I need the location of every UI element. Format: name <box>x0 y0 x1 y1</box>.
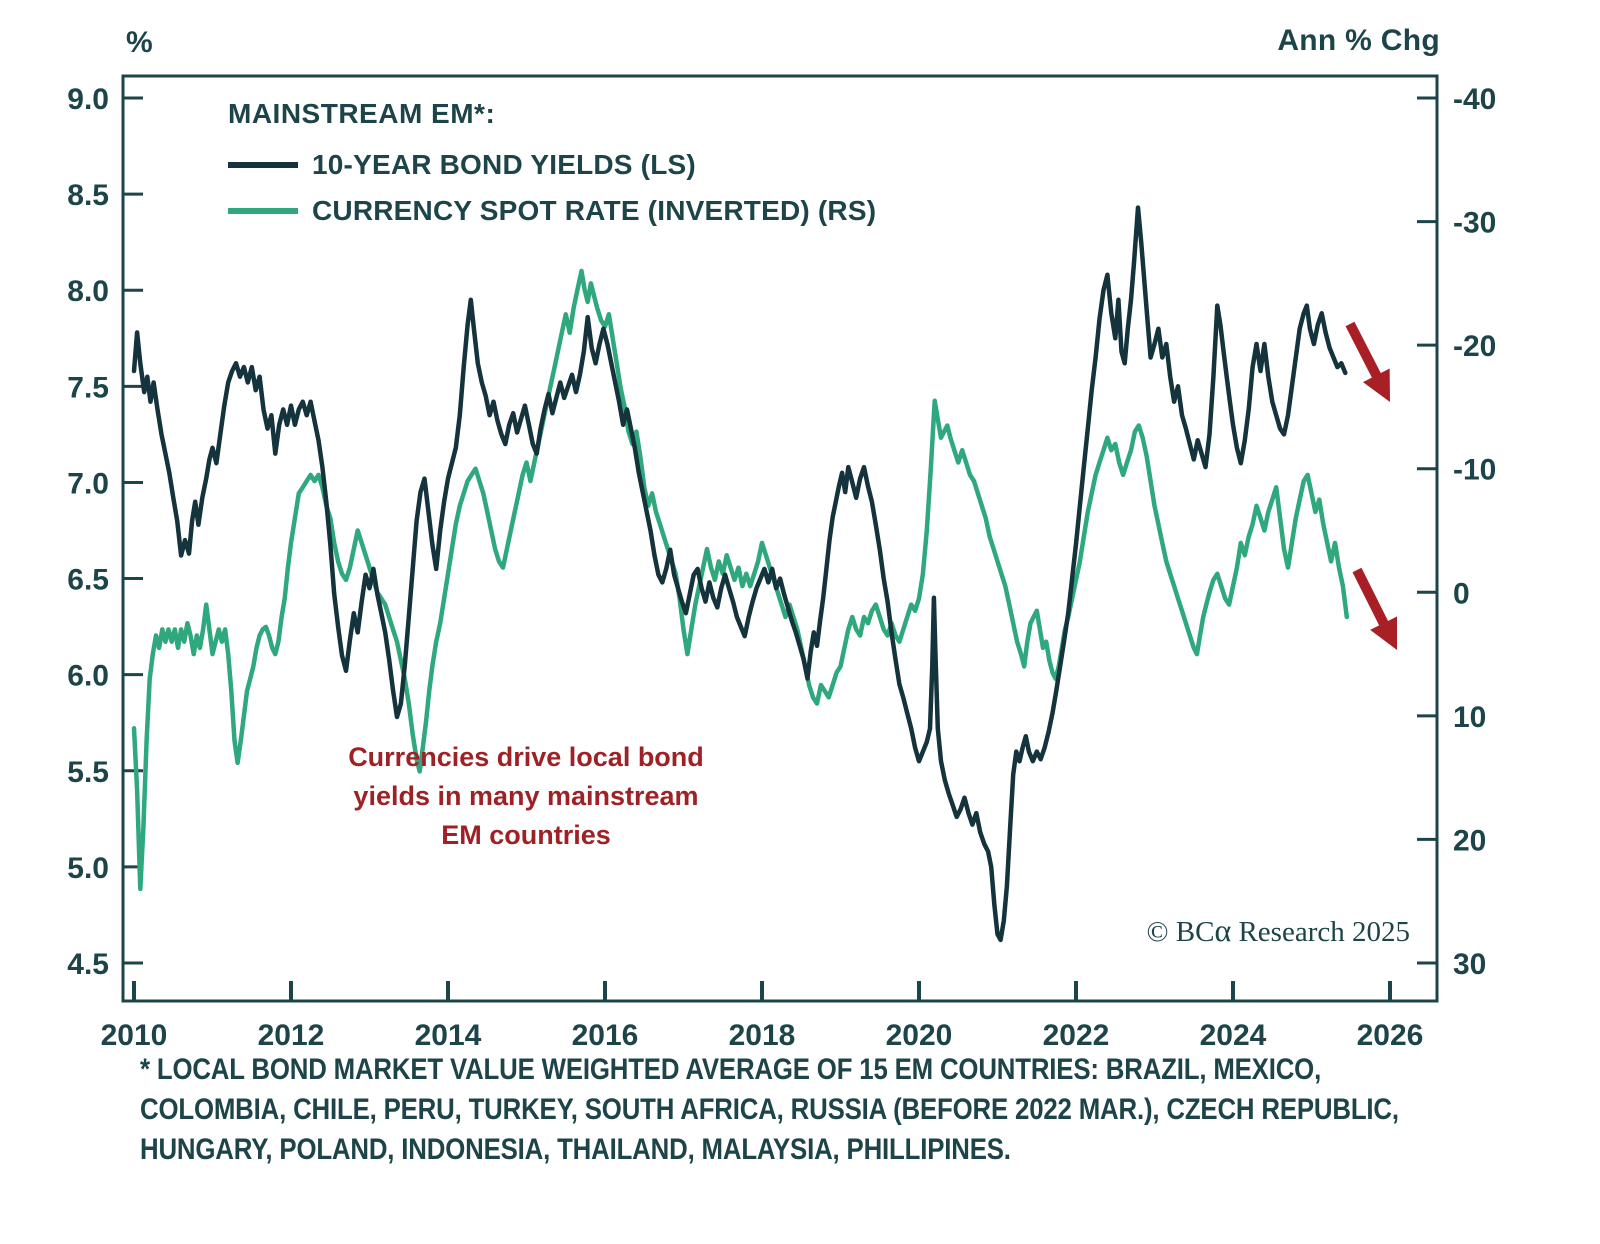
left-axis-tick-label: 9.0 <box>67 83 109 116</box>
down-arrow-1-head <box>1362 368 1390 402</box>
copyright-prefix: © BC <box>1146 916 1215 948</box>
bca-alpha-glyph: α <box>1214 912 1232 948</box>
legend-label-bond-yields: 10-YEAR BOND YIELDS (LS) <box>312 149 696 180</box>
x-axis-tick-label: 2010 <box>101 1019 168 1052</box>
copyright-notice: © BCα Research 2025 <box>1095 914 1410 949</box>
annotation-line-2: yields in many mainstream <box>353 781 699 811</box>
down-arrow-2-shaft <box>1352 567 1392 633</box>
left-axis-tick-label: 8.0 <box>67 275 109 308</box>
x-axis-tick-label: 2012 <box>258 1019 325 1052</box>
down-arrow-1-shaft <box>1345 321 1385 385</box>
currency-line-swatch <box>228 208 298 214</box>
footnote-line-2: COLOMBIA, CHILE, PERU, TURKEY, SOUTH AFR… <box>140 1093 1399 1126</box>
x-axis-tick-label: 2022 <box>1043 1019 1110 1052</box>
bond-yields-line <box>131 205 1348 943</box>
right-axis-tick-label: -10 <box>1453 454 1496 487</box>
right-axis-tick-label: 10 <box>1453 701 1486 734</box>
left-axis-unit-label: % <box>126 26 153 59</box>
x-axis-tick-label: 2016 <box>572 1019 639 1052</box>
right-axis-tick-label: 0 <box>1453 577 1470 610</box>
left-axis-tick-label: 6.0 <box>67 660 109 693</box>
legend-item-bond-yields: 10-YEAR BOND YIELDS (LS) <box>228 149 876 180</box>
legend-title: MAINSTREAM EM*: <box>228 98 496 129</box>
copyright-suffix: Research 2025 <box>1231 916 1410 948</box>
right-axis-tick-label: -40 <box>1453 83 1496 116</box>
plot-border <box>121 74 1439 1003</box>
right-axis-tick-label: -30 <box>1453 207 1496 240</box>
right-axis-tick-label: 30 <box>1453 948 1486 981</box>
left-axis-tick-label: 4.5 <box>67 948 109 981</box>
legend-item-currency: CURRENCY SPOT RATE (INVERTED) (RS) <box>228 195 877 226</box>
chart-annotation: Currencies drive local bond yields in ma… <box>328 738 724 855</box>
x-axis-tick-label: 2026 <box>1357 1019 1424 1052</box>
footnote-line-3: HUNGARY, POLAND, INDONESIA, THAILAND, MA… <box>140 1133 1011 1166</box>
currency-spot-line <box>131 268 1350 892</box>
right-axis-unit-label: Ann % Chg <box>1277 24 1440 57</box>
footnote: * LOCAL BOND MARKET VALUE WEIGHTED AVERA… <box>140 1050 1482 1170</box>
chart-legend: MAINSTREAM EM*: 10-YEAR BOND YIELDS (LS)… <box>228 98 876 242</box>
annotation-line-1: Currencies drive local bond <box>348 742 704 772</box>
x-axis-tick-label: 2024 <box>1200 1019 1267 1052</box>
annotation-line-3: EM countries <box>441 820 611 850</box>
left-axis-tick-label: 5.5 <box>67 756 109 789</box>
right-axis-tick-label: -20 <box>1453 330 1496 363</box>
footnote-line-1: * LOCAL BOND MARKET VALUE WEIGHTED AVERA… <box>140 1053 1322 1086</box>
down-arrow-2-head <box>1370 616 1397 650</box>
left-axis-tick-label: 7.5 <box>67 371 109 404</box>
x-axis-tick-label: 2020 <box>886 1019 953 1052</box>
left-axis-tick-label: 7.0 <box>67 467 109 500</box>
bond-yields-line-swatch <box>228 162 298 168</box>
x-axis-tick-label: 2018 <box>729 1019 796 1052</box>
x-axis-tick-label: 2014 <box>415 1019 482 1052</box>
left-axis-tick-label: 5.0 <box>67 852 109 885</box>
legend-label-currency: CURRENCY SPOT RATE (INVERTED) (RS) <box>312 195 877 226</box>
left-axis-tick-label: 6.5 <box>67 564 109 597</box>
right-axis-tick-label: 20 <box>1453 824 1486 857</box>
left-axis-tick-label: 8.5 <box>67 179 109 212</box>
